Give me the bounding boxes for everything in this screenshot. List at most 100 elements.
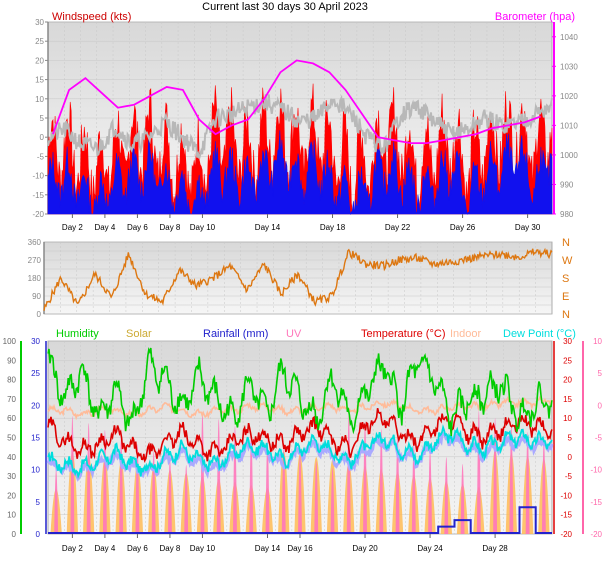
- series-uv-day: [54, 469, 59, 534]
- rain-tick-label: 5: [36, 498, 41, 507]
- legend-uv: UV: [286, 328, 302, 340]
- rain-tick-label: 20: [31, 401, 40, 410]
- x-tick-label-upper: Day 6: [127, 223, 148, 232]
- legend-rainfall: Rainfall (mm): [203, 328, 268, 340]
- temp-tick-label: 15: [563, 395, 572, 404]
- barometer-tick-label: 1000: [560, 151, 578, 160]
- temp-tick-label: 25: [563, 356, 572, 365]
- x-tick-label-upper: Day 22: [385, 223, 411, 232]
- rain-tick-label: 30: [31, 337, 40, 346]
- x-tick-label-upper: Day 10: [190, 223, 216, 232]
- x-tick-label-lower: Day 4: [94, 544, 115, 553]
- humidity-tick-label: 10: [7, 511, 16, 520]
- compass-tick-label: N: [562, 309, 570, 321]
- series-uv-day: [395, 436, 400, 534]
- barometer-tick-label: 1030: [560, 62, 578, 71]
- series-uv-day: [541, 439, 546, 534]
- wind-tick-label: -5: [37, 152, 45, 161]
- barometer-tick-label: 1040: [560, 33, 578, 42]
- uv-temp-tick-label: 5: [598, 369, 603, 378]
- series-uv-day: [460, 464, 465, 534]
- uv-temp-tick-label: 10: [593, 337, 602, 346]
- humidity-tick-label: 70: [7, 395, 16, 404]
- barometer-tick-label: 980: [560, 210, 574, 219]
- wind-tick-label: 30: [35, 18, 44, 27]
- humidity-tick-label: 30: [7, 472, 16, 481]
- series-uv-day: [249, 433, 254, 534]
- temp-tick-label: -15: [560, 511, 572, 520]
- series-uv-day: [86, 423, 91, 534]
- x-tick-label-lower: Day 6: [127, 544, 148, 553]
- series-uv-day: [525, 432, 530, 534]
- x-tick-label-lower: Day 28: [482, 544, 508, 553]
- x-tick-label-upper: Day 26: [450, 223, 476, 232]
- humidity-tick-label: 80: [7, 376, 16, 385]
- uv-temp-tick-label: 0: [598, 401, 603, 410]
- wind-tick-label: -15: [32, 191, 44, 200]
- windspeed-axis-label: Windspeed (kts): [52, 11, 131, 23]
- series-uv-day: [314, 461, 319, 534]
- direction-tick-label: 0: [37, 310, 42, 319]
- wind-tick-label: 25: [35, 37, 44, 46]
- compass-tick-label: W: [562, 255, 573, 267]
- humidity-tick-label: 40: [7, 453, 16, 462]
- temp-tick-label: 20: [563, 376, 572, 385]
- legend-solar: Solar: [126, 328, 152, 340]
- temp-tick-label: 0: [568, 453, 573, 462]
- wind-tick-label: 10: [35, 95, 44, 104]
- direction-tick-label: 180: [28, 274, 42, 283]
- direction-tick-label: 90: [32, 292, 41, 301]
- wind-tick-label: 0: [40, 133, 45, 142]
- series-uv-day: [379, 429, 384, 534]
- series-uv-day: [265, 440, 270, 534]
- uv-temp-tick-label: -5: [595, 434, 603, 443]
- series-uv-day: [167, 458, 172, 534]
- x-tick-label-upper: Day 4: [94, 223, 115, 232]
- uv-temp-tick-label: -15: [590, 498, 602, 507]
- temp-tick-label: -10: [560, 491, 572, 500]
- x-tick-label-lower: Day 24: [417, 544, 443, 553]
- wind-tick-label: 15: [35, 76, 44, 85]
- x-tick-label-upper: Day 8: [159, 223, 180, 232]
- series-barometer: [52, 59, 541, 144]
- x-tick-label-lower: Day 2: [62, 544, 83, 553]
- humidity-tick-label: 0: [12, 530, 17, 539]
- chart-title: Current last 30 days 30 April 2023: [202, 1, 368, 13]
- series-wind-grey: [47, 94, 553, 159]
- x-tick-label-upper: Day 14: [255, 223, 281, 232]
- temp-tick-label: 30: [563, 337, 572, 346]
- x-tick-label-lower: Day 14: [255, 544, 281, 553]
- uv-temp-tick-label: -10: [590, 466, 602, 475]
- x-tick-label-lower: Day 10: [190, 544, 216, 553]
- barometer-tick-label: 1020: [560, 92, 578, 101]
- x-tick-label-upper: Day 18: [320, 223, 346, 232]
- wind-tick-label: -10: [32, 172, 44, 181]
- humidity-tick-label: 90: [7, 356, 16, 365]
- series-rainfall: [48, 506, 552, 534]
- humidity-tick-label: 100: [3, 337, 17, 346]
- temp-tick-label: 5: [568, 434, 573, 443]
- series-wind-direction: [43, 247, 553, 311]
- humidity-tick-label: 20: [7, 491, 16, 500]
- humidity-tick-label: 50: [7, 434, 16, 443]
- series-uv-day: [330, 468, 335, 534]
- direction-tick-label: 270: [28, 256, 42, 265]
- temp-tick-label: -5: [565, 472, 573, 481]
- series-uv-day: [509, 425, 514, 534]
- x-tick-label-upper: Day 30: [515, 223, 541, 232]
- compass-tick-label: E: [562, 291, 569, 303]
- barometer-tick-label: 1010: [560, 121, 578, 130]
- barometer-tick-label: 990: [560, 180, 574, 189]
- legend-dewpoint: Dew Point (°C): [503, 328, 576, 340]
- series-uv-day: [444, 457, 449, 534]
- humidity-tick-label: 60: [7, 414, 16, 423]
- series-temperature: [47, 408, 553, 463]
- legend-humidity: Humidity: [56, 328, 99, 340]
- wind-tick-label: -20: [32, 210, 44, 219]
- uv-temp-tick-label: -20: [590, 530, 602, 539]
- legend-indoor: Indoor: [450, 328, 482, 340]
- series-uv-day: [428, 450, 433, 534]
- rain-tick-label: 15: [31, 434, 40, 443]
- temp-tick-label: -20: [560, 530, 572, 539]
